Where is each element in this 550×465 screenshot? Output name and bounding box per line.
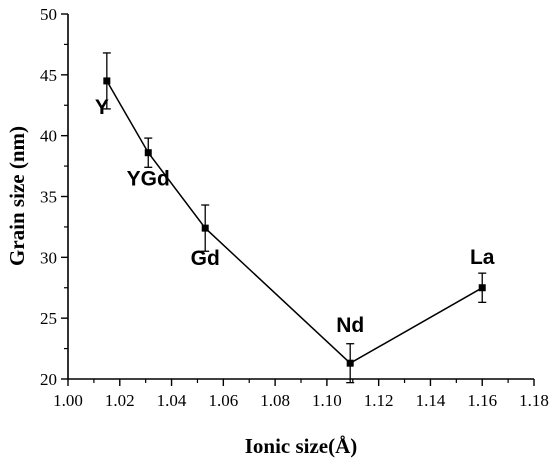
point-label: La <box>470 246 495 269</box>
y-tick-label: 20 <box>40 370 57 389</box>
series-path <box>106 80 483 365</box>
y-tick-label: 45 <box>40 66 57 85</box>
data-point <box>478 284 486 292</box>
point-label: YGd <box>127 168 170 191</box>
data-point <box>103 77 111 85</box>
plot-area <box>67 14 534 380</box>
y-tick-label: 40 <box>40 127 57 146</box>
x-tick-label: 1.18 <box>519 391 549 410</box>
y-tick-label: 50 <box>40 5 57 24</box>
x-tick-label: 1.12 <box>364 391 394 410</box>
x-tick-label: 1.06 <box>208 391 238 410</box>
data-point <box>346 359 354 367</box>
data-point <box>201 224 209 232</box>
x-tick-label: 1.16 <box>467 391 497 410</box>
y-tick-label: 25 <box>40 309 57 328</box>
y-ticks: 20 25 30 35 40 45 50 <box>40 5 68 389</box>
point-label: Gd <box>191 247 220 270</box>
x-ticks: 1.00 1.02 1.04 1.06 1.08 1.10 1.12 1.14 1.16 1.18 <box>53 379 549 410</box>
y-axis-title: Grain size (nm) <box>5 126 29 266</box>
x-tick-label: 1.00 <box>53 391 83 410</box>
point-labels: Y YGd Gd Nd La <box>95 96 495 337</box>
point-label: Nd <box>336 314 364 337</box>
data-point <box>144 149 152 157</box>
x-axis-title: Ionic size(Å) <box>245 434 358 458</box>
series-line <box>102 52 487 384</box>
x-tick-label: 1.04 <box>157 391 187 410</box>
x-tick-label: 1.14 <box>416 391 446 410</box>
y-tick-label: 30 <box>40 248 57 267</box>
x-tick-label: 1.02 <box>105 391 135 410</box>
point-label: Y <box>95 96 109 119</box>
x-tick-label: 1.10 <box>312 391 342 410</box>
x-tick-label: 1.08 <box>260 391 290 410</box>
y-tick-label: 35 <box>40 188 57 207</box>
